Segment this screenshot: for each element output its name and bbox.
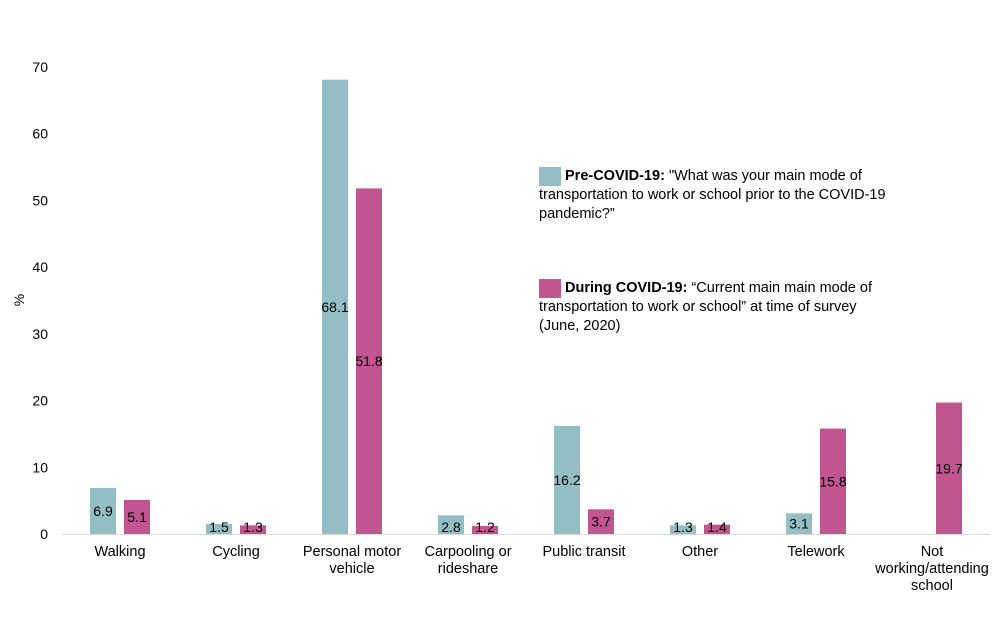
bar-pre-covid: [670, 525, 696, 534]
bar-during-covid: [820, 428, 846, 534]
bar-pre-covid: [322, 79, 348, 534]
data-label: 1.3: [243, 519, 263, 535]
y-tick-label: 60: [32, 126, 48, 142]
y-tick-label: 50: [32, 192, 48, 208]
legend-swatch-during-covid: [539, 279, 561, 298]
legend-item-during-covid: During COVID-19: “Current main main mode…: [539, 279, 889, 336]
y-tick-label: 20: [32, 393, 48, 409]
x-tick-label: Walking: [94, 544, 145, 560]
legend-pre-covid-title: Pre-COVID-19:: [565, 168, 665, 184]
y-axis: 0 10 20 30 40 50 60 70%: [11, 59, 48, 542]
y-tick-label: 10: [32, 459, 48, 475]
data-label: 19.7: [935, 460, 962, 476]
data-label: 3.1: [789, 516, 809, 532]
data-labels: 6.9 5.1 1.5 1.3 68.1 51.8 2.8 1.2 16.2 3.7 1.3 1.4 3…: [93, 299, 963, 535]
bar-pre-covid: [786, 513, 812, 534]
bars: [90, 79, 962, 535]
data-label: 1.4: [707, 519, 727, 535]
bar-during-covid: [240, 525, 266, 534]
x-tick-label: Other: [682, 544, 718, 560]
data-label: 3.7: [591, 514, 611, 530]
data-label: 15.8: [819, 473, 846, 489]
bar-during-covid: [124, 499, 150, 534]
y-tick-label: 30: [32, 326, 48, 342]
data-label: 1.3: [673, 519, 693, 535]
bar-during-covid: [936, 402, 962, 534]
legend-item-pre-covid: Pre-COVID-19: "What was your main mode o…: [539, 167, 889, 224]
data-label: 68.1: [321, 299, 348, 315]
bar-during-covid: [356, 188, 382, 535]
data-label: 51.8: [355, 353, 382, 369]
y-tick-label: 0: [40, 526, 48, 542]
x-tick-label: Personal motor vehicle: [303, 544, 401, 577]
bar-pre-covid: [90, 487, 116, 534]
x-tick-label: Cycling: [212, 544, 260, 560]
x-tick-label: Telework: [787, 544, 845, 560]
bar-pre-covid: [206, 523, 232, 534]
data-label: 1.2: [475, 519, 495, 535]
legend-during-covid-title: During COVID-19:: [565, 280, 688, 296]
bar-pre-covid: [554, 425, 580, 534]
data-label: 16.2: [553, 472, 580, 488]
y-tick-label: 40: [32, 259, 48, 275]
data-label: 2.8: [441, 519, 461, 535]
x-axis: Walking Cycling Personal motor vehicle Carpo…: [62, 534, 990, 594]
legend-swatch-pre-covid: [539, 167, 561, 186]
legend-during-covid-text: “Current main main mode of transportatio…: [539, 280, 872, 334]
x-tick-label: Carpooling or rideshare: [424, 544, 511, 577]
bar-during-covid: [472, 525, 498, 534]
data-label: 5.1: [127, 509, 147, 525]
data-label: 6.9: [93, 503, 113, 519]
y-axis-label: %: [11, 294, 27, 306]
y-tick-label: 70: [32, 59, 48, 75]
x-tick-label: Not working/attending school: [874, 544, 989, 594]
data-label: 1.5: [209, 519, 229, 535]
x-tick-label: Public transit: [542, 544, 625, 560]
bar-during-covid: [704, 524, 730, 534]
bar-during-covid: [588, 509, 614, 534]
legend-pre-covid-text: "What was your main mode of transportati…: [539, 168, 886, 222]
bar-pre-covid: [438, 515, 464, 534]
